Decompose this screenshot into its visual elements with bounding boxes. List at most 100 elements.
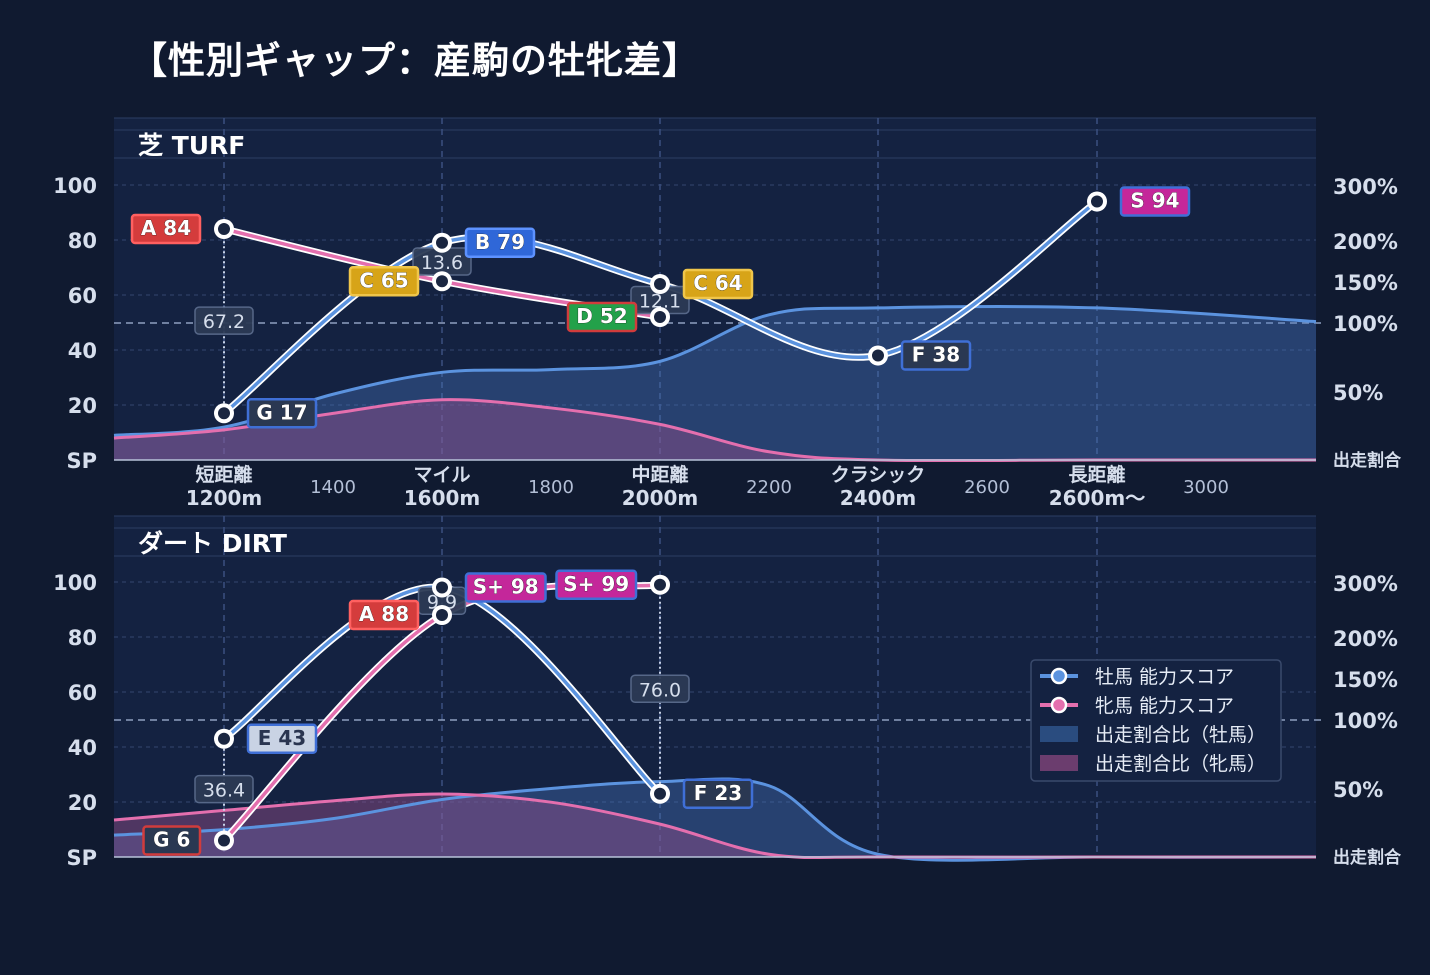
male-grade-badge: F 23 (682, 778, 754, 809)
gap-label: 13.6 (412, 247, 472, 276)
y-tick-label: 20 (68, 791, 97, 815)
grade-badge-box (555, 569, 638, 600)
y-tick-label: 60 (68, 284, 97, 308)
female-grade-badge: A 84 (130, 213, 202, 245)
female-share-area (114, 793, 1316, 858)
female-grade-badge: A 88 (348, 599, 420, 631)
grade-badge-box (130, 213, 202, 245)
panel-title: ダート DIRT (138, 529, 287, 558)
x-minor-tick-label: 2600 (964, 477, 1010, 498)
y-tick-label: 20 (68, 394, 97, 418)
male-grade-badge: S 94 (1119, 186, 1191, 217)
male-grade-badge: F 38 (900, 340, 972, 371)
male-score-marker-core (436, 236, 448, 249)
gap-label-box (194, 774, 254, 804)
y-right-tick-label: 300% (1333, 572, 1398, 596)
x-category-distance: 1200m (186, 486, 263, 510)
grade-badge-box (900, 340, 972, 371)
x-category-distance: 1600m (404, 486, 481, 510)
y-right-tick-label: 50% (1333, 778, 1383, 802)
grade-badge-text: E 43 (258, 726, 306, 750)
y-tick-label: 80 (68, 626, 97, 650)
grade-badge-text: C 65 (359, 268, 408, 292)
legend-item: 出走割合比（牝馬） (1040, 753, 1266, 775)
female-grade-badge: S+ 99 (555, 569, 638, 600)
gap-label-box (630, 674, 690, 703)
male-grade-badge: S+ 98 (464, 572, 547, 603)
legend-item: 牝馬 能力スコア (1040, 695, 1234, 717)
y-tick-label: 100 (53, 174, 97, 198)
male-share-area (114, 306, 1316, 460)
female-grade-badge: G 6 (142, 825, 202, 856)
grade-badge-box (682, 778, 754, 809)
grade-badge-text: C 64 (693, 271, 742, 295)
legend-label: 出走割合比（牡馬） (1095, 724, 1266, 746)
y-tick-label: 100 (53, 571, 97, 595)
x-minor-tick-label: 1800 (528, 477, 574, 498)
y-right-tick-label: 出走割合 (1333, 847, 1402, 868)
grade-badge-text: S+ 99 (563, 572, 629, 596)
gap-label-text: 76.0 (639, 679, 681, 701)
y-tick-label: 80 (68, 229, 97, 253)
grade-badge-box (348, 599, 420, 631)
grade-badge-box (1119, 186, 1191, 217)
legend-area-swatch (1040, 755, 1078, 771)
y-right-tick-label: 200% (1333, 230, 1398, 254)
y-right-tick-label: 150% (1333, 668, 1398, 692)
grade-badge-box (464, 227, 536, 258)
x-minor-tick-label: 2200 (746, 477, 792, 498)
x-category-distance: 2400m (840, 486, 917, 510)
gap-label: 76.0 (630, 674, 690, 703)
grade-badge-text: F 23 (694, 781, 742, 805)
male-grade-badge: G 17 (246, 398, 318, 429)
grade-badge-box (682, 268, 754, 300)
legend-label: 牝馬 能力スコア (1095, 695, 1234, 717)
female-score-marker-core (654, 311, 666, 323)
gap-label-text: 67.2 (203, 311, 245, 333)
y-right-tick-label: 300% (1333, 175, 1398, 199)
gap-label-box (194, 306, 254, 335)
female-score-marker-core (654, 578, 666, 591)
y-right-tick-label: 100% (1333, 709, 1398, 733)
grade-badge-text: G 17 (256, 400, 307, 424)
x-category-distance: 2600m〜 (1049, 486, 1146, 510)
x-category-label: 短距離 (195, 463, 252, 486)
y-right-tick-label: 150% (1333, 271, 1398, 295)
legend-item: 出走割合比（牡馬） (1040, 724, 1266, 746)
x-category-label: マイル (413, 464, 470, 486)
panel-dirt: ダート DIRT SP 20 40 60 80 100 出走割合 50% 100% 150% 200%… (53, 515, 1402, 870)
female-share-area (114, 399, 1316, 461)
panel-title: 芝 TURF (138, 131, 245, 160)
x-minor-tick-label: 1400 (310, 477, 356, 498)
legend-label: 牡馬 能力スコア (1095, 666, 1234, 688)
y-right-tick-label: 200% (1333, 627, 1398, 651)
grade-badge-box (246, 398, 318, 429)
y-tick-label: 40 (68, 736, 97, 760)
y-tick-label: SP (66, 846, 97, 870)
grade-badge-text: F 38 (912, 343, 960, 367)
grade-badge-text: G 6 (153, 828, 190, 852)
male-score-marker-core (654, 787, 666, 800)
grade-badge-text: S 94 (1130, 189, 1179, 213)
legend-marker-swatch (1050, 667, 1068, 685)
legend-label: 出走割合比（牝馬） (1095, 753, 1266, 775)
y-right-tick-label: 100% (1333, 312, 1398, 336)
x-category-label: 中距離 (631, 463, 688, 486)
male-score-marker-core (1091, 195, 1103, 208)
legend-item: 牡馬 能力スコア (1040, 666, 1234, 688)
y-tick-label: 60 (68, 681, 97, 705)
y-tick-label: 40 (68, 339, 97, 363)
grade-badge-box (142, 825, 202, 856)
x-category-label: 長距離 (1068, 463, 1125, 486)
gap-label-text: 13.6 (421, 252, 463, 274)
page-title: 【性別ギャップ：産駒の牡牝差】 (130, 39, 700, 82)
male-grade-badge: E 43 (246, 723, 318, 754)
female-score-marker-core (436, 275, 448, 288)
female-grade-badge: C 65 (348, 266, 420, 297)
grade-badge-text: A 84 (141, 216, 191, 240)
grade-badge-box (348, 266, 420, 297)
grade-badge-box (246, 723, 318, 754)
